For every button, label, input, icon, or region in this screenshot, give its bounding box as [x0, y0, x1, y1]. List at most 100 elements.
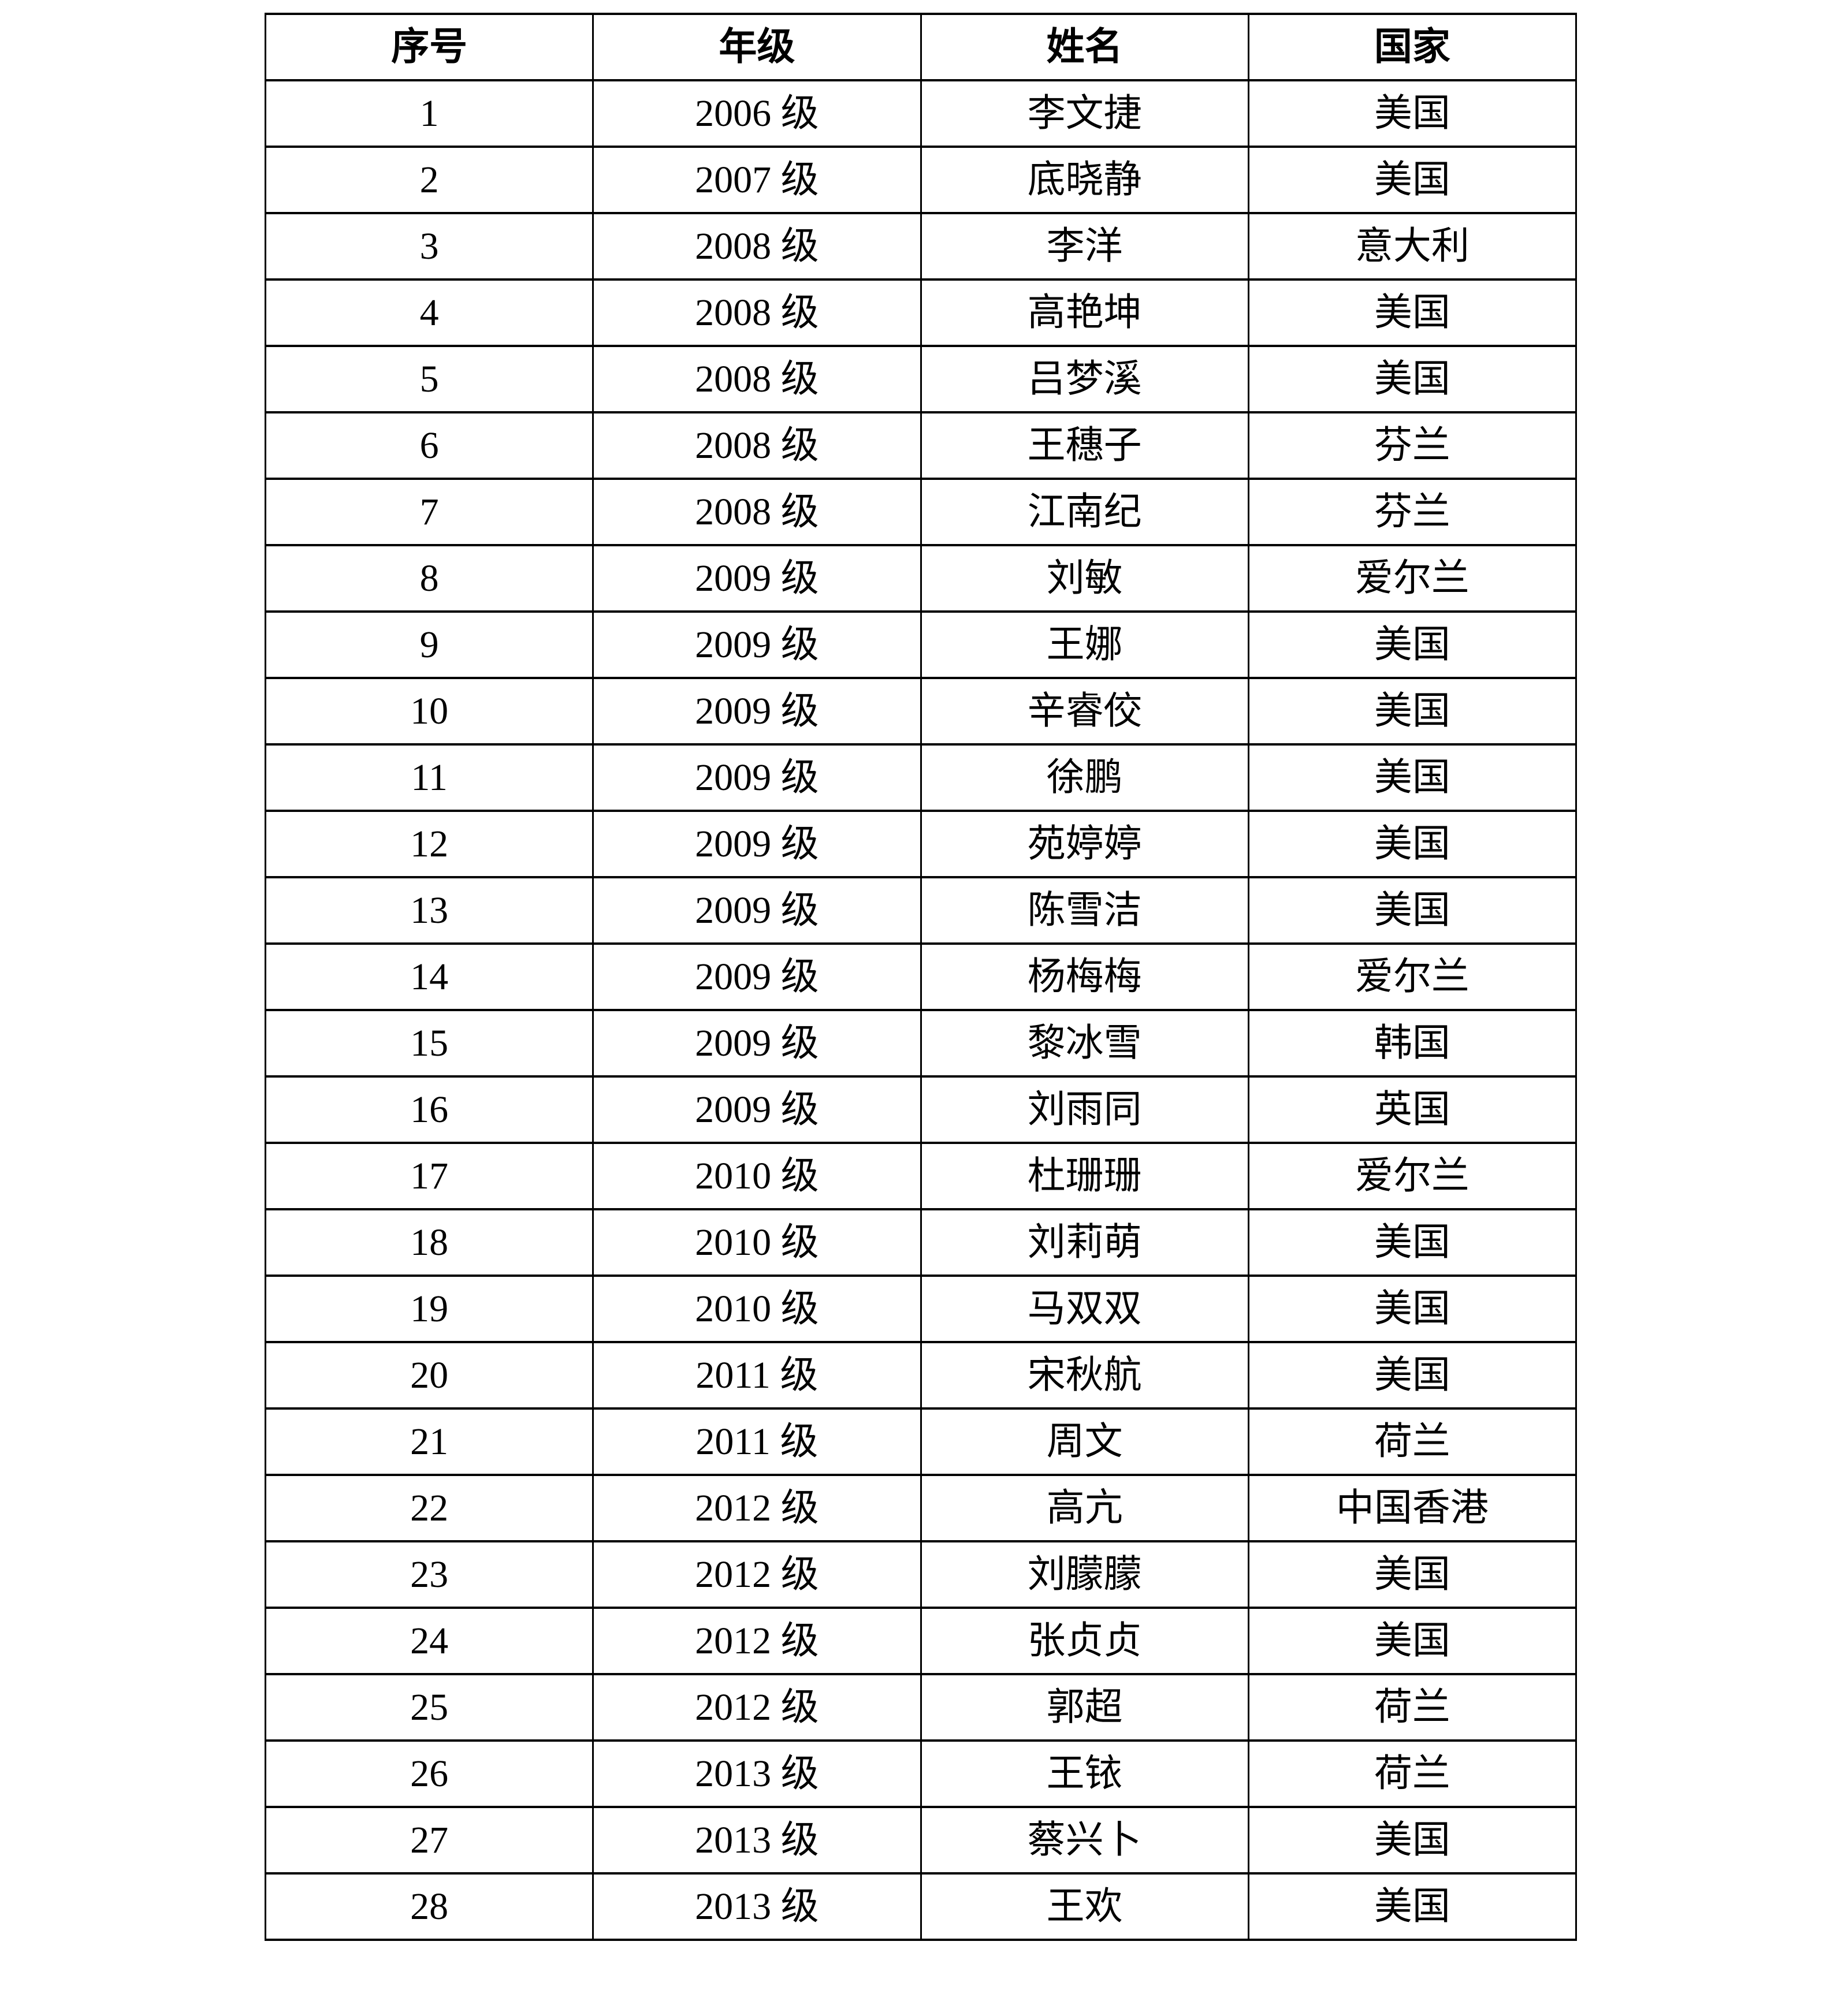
cell-country: 芬兰	[1247, 411, 1578, 480]
cell-name: 王铱	[920, 1739, 1249, 1808]
table-row: 22 2012 级高亢 中国香港	[264, 1474, 1578, 1542]
cell-index: 9	[264, 610, 594, 679]
cell-index: 7	[264, 478, 594, 546]
table-body: 1 2006 级李文捷 美国 2 2007 级底晓静 美国 3 2008 级李洋 意大利 4 200…	[264, 79, 1578, 1941]
cell-country: 美国	[1247, 743, 1578, 812]
table-row: 27 2013 级蔡兴卜 美国	[264, 1806, 1578, 1875]
cell-grade: 2009 级	[592, 810, 922, 878]
cell-grade: 2008 级	[592, 278, 922, 347]
cell-name: 杜珊珊	[920, 1142, 1249, 1210]
cell-country: 美国	[1247, 1208, 1578, 1277]
cell-grade: 2013 级	[592, 1872, 922, 1941]
cell-index: 26	[264, 1739, 594, 1808]
cell-index: 23	[264, 1540, 594, 1609]
table-row: 19 2010 级马双双 美国	[264, 1275, 1578, 1343]
cell-name: 刘雨同	[920, 1075, 1249, 1144]
cell-country: 英国	[1247, 1075, 1578, 1144]
cell-index: 22	[264, 1474, 594, 1542]
cell-country: 荷兰	[1247, 1673, 1578, 1742]
cell-grade: 2009 级	[592, 876, 922, 945]
cell-index: 2	[264, 146, 594, 214]
cell-name: 王欢	[920, 1872, 1249, 1941]
table-row: 25 2012 级郭超 荷兰	[264, 1673, 1578, 1742]
cell-grade: 2008 级	[592, 478, 922, 546]
cell-name: 徐鹏	[920, 743, 1249, 812]
cell-country: 美国	[1247, 876, 1578, 945]
cell-name: 刘莉萌	[920, 1208, 1249, 1277]
cell-index: 12	[264, 810, 594, 878]
table-row: 18 2010 级刘莉萌 美国	[264, 1208, 1578, 1277]
table-row: 17 2010 级杜珊珊 爱尔兰	[264, 1142, 1578, 1210]
cell-grade: 2010 级	[592, 1142, 922, 1210]
cell-name: 辛睿佼	[920, 677, 1249, 746]
table-row: 12 2009 级苑婷婷 美国	[264, 810, 1578, 878]
cell-country: 芬兰	[1247, 478, 1578, 546]
cell-index: 14	[264, 942, 594, 1011]
cell-country: 美国	[1247, 146, 1578, 214]
cell-name: 吕梦溪	[920, 345, 1249, 413]
cell-name: 王穗子	[920, 411, 1249, 480]
cell-country: 爱尔兰	[1247, 1142, 1578, 1210]
cell-index: 10	[264, 677, 594, 746]
cell-grade: 2009 级	[592, 544, 922, 613]
cell-index: 3	[264, 212, 594, 281]
table-row: 14 2009 级杨梅梅 爱尔兰	[264, 942, 1578, 1011]
cell-country: 美国	[1247, 677, 1578, 746]
table-row: 15 2009 级黎冰雪 韩国	[264, 1009, 1578, 1078]
cell-name: 马双双	[920, 1275, 1249, 1343]
cell-name: 王娜	[920, 610, 1249, 679]
cell-country: 韩国	[1247, 1009, 1578, 1078]
cell-name: 刘朦朦	[920, 1540, 1249, 1609]
cell-index: 17	[264, 1142, 594, 1210]
cell-name: 周文	[920, 1407, 1249, 1476]
cell-name: 陈雪洁	[920, 876, 1249, 945]
cell-name: 苑婷婷	[920, 810, 1249, 878]
cell-index: 16	[264, 1075, 594, 1144]
table-row: 16 2009 级刘雨同 英国	[264, 1075, 1578, 1144]
cell-name: 李文捷	[920, 79, 1249, 148]
table-row: 9 2009 级王娜 美国	[264, 610, 1578, 679]
cell-index: 24	[264, 1607, 594, 1675]
cell-grade: 2013 级	[592, 1806, 922, 1875]
table-row: 1 2006 级李文捷 美国	[264, 79, 1578, 148]
cell-grade: 2009 级	[592, 1009, 922, 1078]
cell-country: 美国	[1247, 345, 1578, 413]
cell-name: 宋秋航	[920, 1341, 1249, 1410]
cell-country: 美国	[1247, 1341, 1578, 1410]
cell-name: 高艳坤	[920, 278, 1249, 347]
cell-grade: 2008 级	[592, 212, 922, 281]
cell-index: 5	[264, 345, 594, 413]
table-row: 8 2009 级刘敏 爱尔兰	[264, 544, 1578, 613]
table-row: 20 2011 级宋秋航 美国	[264, 1341, 1578, 1410]
cell-name: 刘敏	[920, 544, 1249, 613]
table-row: 11 2009 级徐鹏 美国	[264, 743, 1578, 812]
table-row: 26 2013 级王铱 荷兰	[264, 1739, 1578, 1808]
table-row: 13 2009 级陈雪洁 美国	[264, 876, 1578, 945]
table-row: 10 2009 级辛睿佼 美国	[264, 677, 1578, 746]
cell-grade: 2011 级	[592, 1341, 922, 1410]
cell-grade: 2010 级	[592, 1275, 922, 1343]
column-header-country: 国家	[1247, 13, 1578, 81]
cell-index: 11	[264, 743, 594, 812]
table-row: 24 2012 级张贞贞 美国	[264, 1607, 1578, 1675]
cell-index: 20	[264, 1341, 594, 1410]
cell-grade: 2012 级	[592, 1673, 922, 1742]
cell-name: 底晓静	[920, 146, 1249, 214]
cell-index: 8	[264, 544, 594, 613]
cell-country: 意大利	[1247, 212, 1578, 281]
cell-name: 李洋	[920, 212, 1249, 281]
table-row: 6 2008 级王穗子 芬兰	[264, 411, 1578, 480]
cell-index: 19	[264, 1275, 594, 1343]
cell-country: 爱尔兰	[1247, 942, 1578, 1011]
column-header-index: 序号	[264, 13, 594, 81]
cell-grade: 2009 级	[592, 942, 922, 1011]
table-header-row: 序号 年级 姓名 国家	[264, 13, 1578, 81]
table-row: 2 2007 级底晓静 美国	[264, 146, 1578, 214]
cell-country: 美国	[1247, 810, 1578, 878]
cell-country: 荷兰	[1247, 1739, 1578, 1808]
cell-index: 15	[264, 1009, 594, 1078]
cell-grade: 2012 级	[592, 1474, 922, 1542]
cell-index: 6	[264, 411, 594, 480]
table-row: 23 2012 级刘朦朦 美国	[264, 1540, 1578, 1609]
